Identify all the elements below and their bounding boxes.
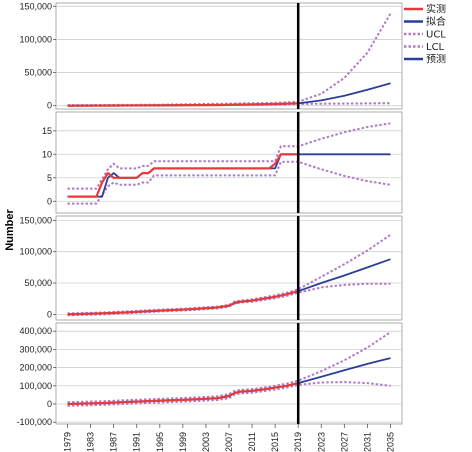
y-tick-label: 50,000 xyxy=(24,278,52,288)
plot-frame xyxy=(55,111,403,214)
series-forecast xyxy=(297,357,391,384)
y-tick-label: 300,000 xyxy=(19,344,52,354)
x-tick-label: 2011 xyxy=(247,432,257,451)
y-tick-label: 100,000 xyxy=(19,247,52,257)
y-tick-label: 400,000 xyxy=(19,326,52,336)
x-tick-label: 2031 xyxy=(362,432,372,452)
series-observed xyxy=(67,290,299,316)
series-forecast xyxy=(298,82,391,105)
x-tick-label: 1995 xyxy=(155,432,165,452)
y-tick-label: 150,000 xyxy=(19,215,52,225)
series-observed xyxy=(67,153,299,198)
x-tick-label: 2019 xyxy=(293,432,303,452)
panel-2: 0 5 10 15 xyxy=(42,111,403,214)
chart-panels: 0 50,000 100,000 150,000 0 5 10 15 0 50,000 100,00… xyxy=(16,1,403,427)
legend-label: UCL xyxy=(426,30,446,41)
panel-3: 0 50,000 100,000 150,000 xyxy=(19,215,403,321)
legend-label: LCL xyxy=(426,42,445,53)
y-tick-label: 100,000 xyxy=(19,34,52,44)
series-observed xyxy=(67,102,299,107)
y-axis-label: Number xyxy=(4,209,16,251)
y-tick-label: 200,000 xyxy=(19,363,52,373)
series-forecast xyxy=(297,258,391,293)
y-tick-label: 0 xyxy=(47,399,52,409)
y-tick-label: 150,000 xyxy=(19,1,52,11)
legend-label: 拟合 xyxy=(426,15,446,28)
x-tick-label: 1983 xyxy=(86,432,96,452)
y-tick-label: 0 xyxy=(47,101,52,111)
y-tick-label: 5 xyxy=(47,173,52,183)
plot-frame xyxy=(55,2,403,110)
x-tick-label: 2015 xyxy=(270,432,280,452)
y-tick-label: 100,000 xyxy=(19,381,52,391)
plot-frame xyxy=(55,322,403,425)
series-lcl xyxy=(67,160,391,205)
y-tick-label: 50,000 xyxy=(24,68,52,78)
y-tick-label: 0 xyxy=(47,196,52,206)
legend-label: 实测 xyxy=(426,3,446,16)
x-tick-label: 2003 xyxy=(201,432,211,452)
series-ucl xyxy=(67,331,392,404)
y-tick-label: 0 xyxy=(47,309,52,319)
x-tick-label: 2007 xyxy=(224,432,234,452)
x-tick-label: 2035 xyxy=(385,432,395,452)
series-ucl xyxy=(67,13,392,107)
x-tick-label: 1987 xyxy=(109,432,119,452)
series-lcl xyxy=(67,381,391,407)
legend-label: 预测 xyxy=(426,53,446,66)
x-tick-label: 2027 xyxy=(339,432,349,452)
panel-4: -100,000 0 100,000 200,000 300,000 400,000 xyxy=(16,322,403,427)
series-observed xyxy=(67,382,299,406)
x-axis: 1979 1983 1987 1991 1995 1999 2003 2007 2011 2015… xyxy=(63,424,395,452)
y-tick-label: 10 xyxy=(42,149,52,159)
x-tick-label: 1999 xyxy=(178,432,188,452)
y-tick-label: -100,000 xyxy=(16,417,52,427)
x-tick-label: 1979 xyxy=(63,432,73,452)
x-tick-label: 1991 xyxy=(132,432,142,452)
x-tick-label: 2023 xyxy=(316,432,326,452)
y-tick-label: 15 xyxy=(42,126,52,136)
panel-1: 0 50,000 100,000 150,000 xyxy=(19,1,403,111)
plot-frame xyxy=(55,215,403,321)
